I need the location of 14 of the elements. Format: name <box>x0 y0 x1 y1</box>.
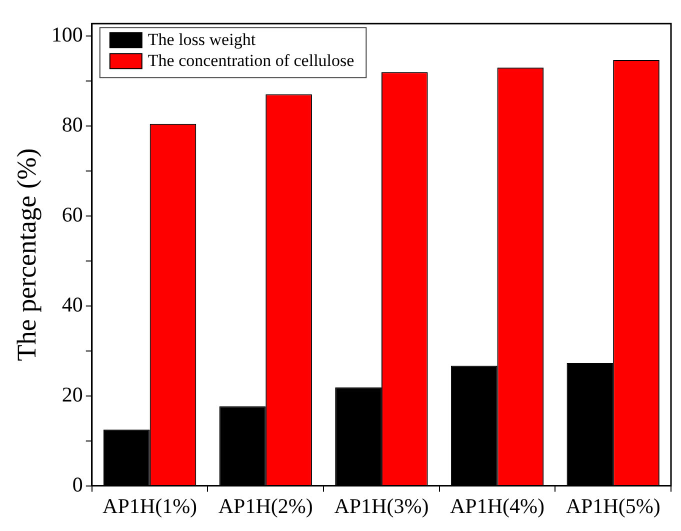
legend-label: The loss weight <box>148 30 256 50</box>
y-tick-label: 0 <box>72 472 83 496</box>
y-tick-label: 60 <box>62 202 83 227</box>
x-tick-label: AP1H(1%) <box>102 494 198 518</box>
y-axis-title: The percentage (%) <box>11 148 42 362</box>
y-tick-label: 80 <box>62 112 83 137</box>
y-tick-label: 20 <box>62 382 83 406</box>
x-tick-label: AP1H(5%) <box>566 494 660 518</box>
x-tick-label: AP1H(4%) <box>450 494 545 518</box>
y-tick-label: 100 <box>51 22 83 47</box>
x-tick-label: AP1H(3%) <box>334 494 429 518</box>
legend-label: The concentration of cellulose <box>148 51 354 70</box>
x-tick-label: AP1H(2%) <box>218 494 313 518</box>
y-tick-label: 40 <box>62 292 83 316</box>
